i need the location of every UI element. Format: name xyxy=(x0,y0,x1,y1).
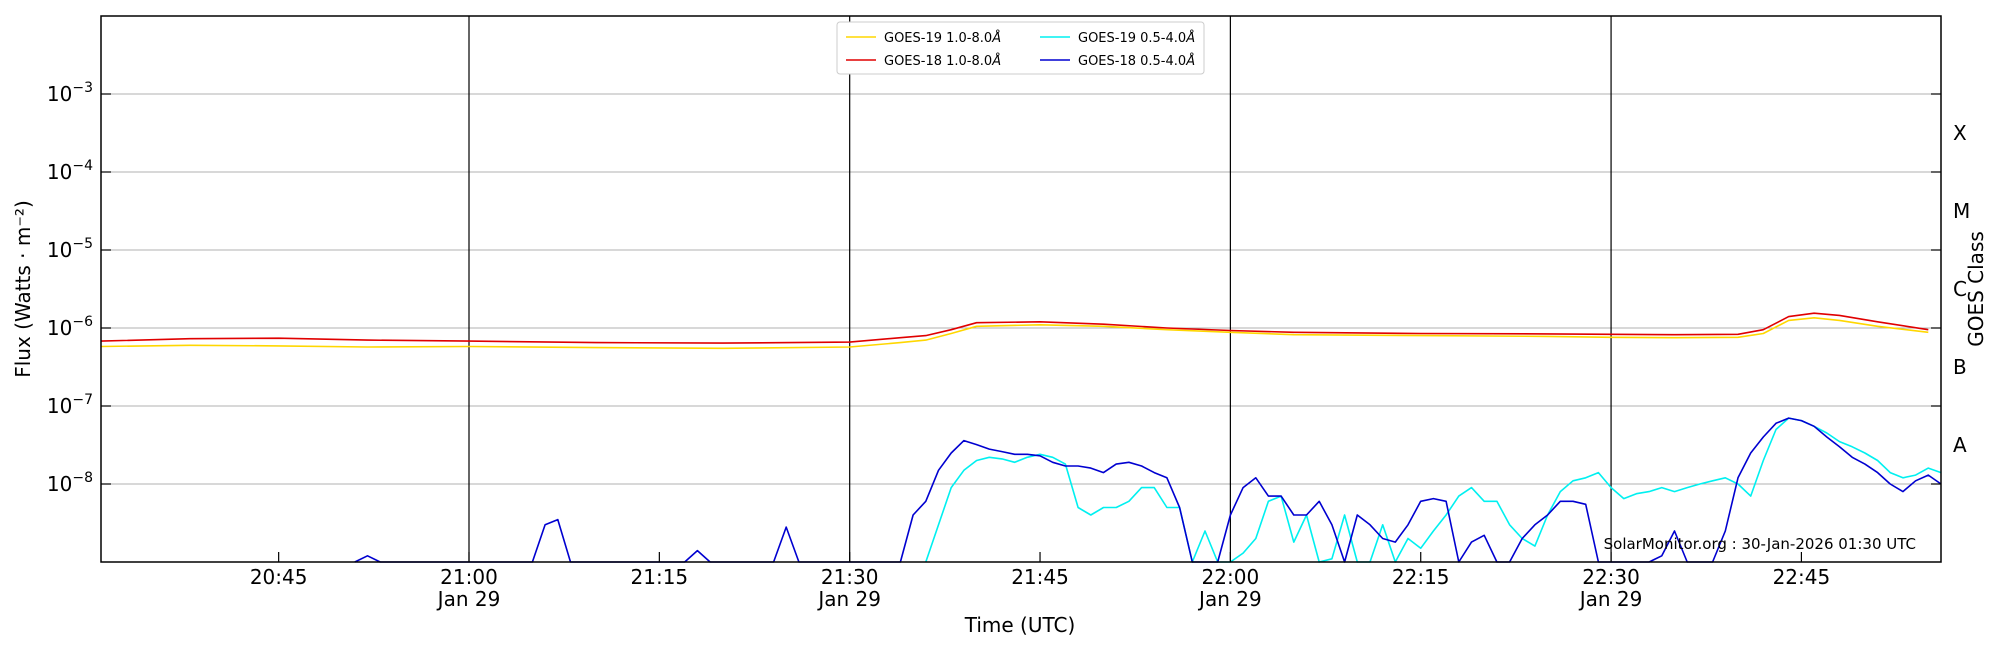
x-tick-label: 22:45 xyxy=(1773,565,1831,589)
x-tick-label: 20:45 xyxy=(250,565,308,589)
grid-lines xyxy=(101,93,1941,485)
y-tick-label: 10−5 xyxy=(47,236,93,262)
y-axis-ticks: 10−8 10−7 10−6 10−5 10−4 10−3 xyxy=(47,80,1941,496)
series-line xyxy=(100,312,1929,344)
series-line xyxy=(925,417,1942,563)
legend-label: GOES-19 0.5-4.0Å xyxy=(1078,30,1195,46)
series-line xyxy=(100,316,1929,350)
goes-class-label: X xyxy=(1953,121,1967,145)
x-tick-label: 22:30 xyxy=(1582,565,1640,589)
x-tick-label: 21:30 xyxy=(821,565,879,589)
x-tick-label: 21:45 xyxy=(1011,565,1069,589)
x-tick-date-label: Jan 29 xyxy=(436,587,501,611)
legend-box xyxy=(836,21,1205,75)
x-tick-label: 21:00 xyxy=(440,565,498,589)
source-credit: SolarMonitor.org : 30-Jan-2026 01:30 UTC xyxy=(1604,535,1916,553)
goes-class-labels: A B C M X xyxy=(1953,121,1970,457)
y-axis-title: Flux (Watts · m⁻²) xyxy=(11,200,35,378)
day-separator-lines xyxy=(468,16,1612,562)
y-tick-label: 10−3 xyxy=(47,80,93,106)
goes-class-label: A xyxy=(1953,433,1967,457)
goes-class-label: C xyxy=(1953,277,1967,301)
goes-class-label: M xyxy=(1953,199,1970,223)
series-line xyxy=(354,417,1942,563)
y-tick-label: 10−4 xyxy=(47,158,93,184)
y-tick-label: 10−8 xyxy=(47,470,93,496)
series-lines xyxy=(100,312,1942,563)
x-tick-date-label: Jan 29 xyxy=(1578,587,1643,611)
x-tick-label: 21:15 xyxy=(631,565,689,589)
x-tick-label: 22:00 xyxy=(1202,565,1260,589)
goes-class-label: B xyxy=(1953,355,1967,379)
y-tick-label: 10−6 xyxy=(47,314,93,340)
x-tick-date-label: Jan 29 xyxy=(1197,587,1262,611)
plot-background xyxy=(101,16,1941,562)
legend-label: GOES-18 1.0-8.0Å xyxy=(884,53,1001,69)
y-tick-label: 10−7 xyxy=(47,392,93,418)
x-tick-label: 22:15 xyxy=(1392,565,1450,589)
x-tick-date-label: Jan 29 xyxy=(816,587,881,611)
goes-class-axis-title: GOES Class xyxy=(1964,231,1988,347)
legend-label: GOES-19 1.0-8.0Å xyxy=(884,30,1001,46)
plot-frame xyxy=(100,15,1942,563)
x-axis-title: Time (UTC) xyxy=(964,613,1076,637)
legend-label: GOES-18 0.5-4.0Å xyxy=(1078,53,1195,69)
legend: GOES-19 1.0-8.0Å GOES-19 0.5-4.0Å GOES-18 … xyxy=(836,21,1205,75)
